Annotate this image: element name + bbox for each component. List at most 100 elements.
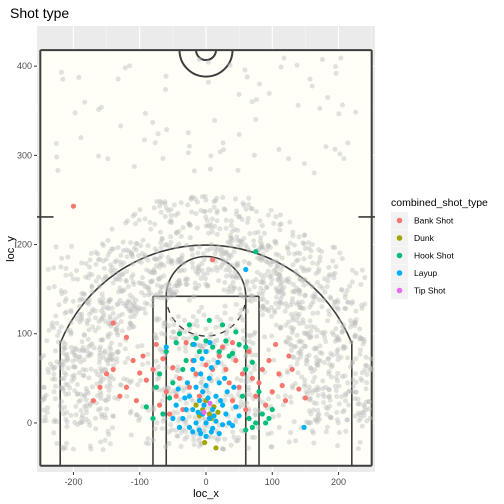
background-point [235,263,241,269]
background-point [297,349,303,355]
background-point [110,413,116,419]
background-point [302,276,308,282]
background-point [268,262,274,268]
background-point [118,382,124,388]
background-point [156,277,162,283]
background-point [213,264,219,270]
background-point [275,277,281,283]
background-point [211,204,217,210]
background-point [231,285,237,291]
background-point [226,252,232,258]
background-point [186,222,192,228]
background-point [328,415,334,421]
background-point [64,419,70,425]
background-point [305,330,311,336]
background-point [188,196,194,202]
background-point [185,150,191,156]
background-point [152,256,158,262]
background-point [253,277,259,283]
point-hook-shot [176,331,183,337]
background-point [286,279,292,285]
background-point [102,318,108,324]
background-point [57,403,63,409]
background-point [344,417,350,423]
background-point [127,308,133,314]
background-point [256,255,262,261]
point-hook-shot [223,338,229,344]
background-point [359,423,365,429]
background-point [96,274,102,280]
background-point [320,285,326,291]
background-point [272,238,278,244]
background-point [105,156,111,162]
background-point [97,283,103,289]
background-point [183,277,189,283]
background-point [190,194,196,200]
background-point [294,62,300,68]
background-point [246,287,252,293]
background-point [114,330,120,336]
background-point [77,420,83,426]
point-layup [193,384,199,390]
background-point [341,328,347,334]
background-point [161,416,167,422]
background-point [342,291,348,297]
background-point [115,76,121,82]
background-point [352,413,358,419]
background-point [80,297,86,303]
background-point [274,271,280,277]
background-point [359,370,365,376]
background-point [136,253,142,259]
background-point [168,293,174,299]
background-point [177,281,183,287]
background-point [250,293,256,299]
background-point [110,310,116,316]
background-point [87,443,93,449]
background-point [308,365,314,371]
background-point [307,76,313,82]
background-point [101,313,107,319]
background-point [42,414,48,420]
background-point [108,262,114,268]
background-point [302,293,308,299]
background-point [312,324,318,330]
background-point [360,341,366,347]
background-point [187,414,193,420]
background-point [251,284,257,290]
background-point [56,329,62,335]
background-point [101,305,107,311]
background-point [84,321,90,327]
background-point [77,311,83,317]
background-point [81,373,87,379]
background-point [316,269,322,275]
background-point [63,445,69,451]
point-layup [224,389,230,395]
point-layup [208,429,214,435]
point-hook-shot [263,420,269,426]
background-point [222,436,228,442]
background-point [172,283,178,289]
background-point [157,255,163,261]
background-point [228,223,234,229]
point-layup [221,375,228,381]
background-point [256,408,262,414]
background-point [326,369,332,375]
background-point [184,242,190,248]
background-point [235,243,241,249]
background-point [208,153,214,159]
point-layup [170,415,176,422]
background-point [196,268,202,274]
background-point [132,306,138,312]
background-point [114,258,120,264]
point-layup [183,406,189,413]
background-point [284,277,290,283]
background-point [79,415,85,421]
background-point [145,243,151,249]
background-point [284,370,290,376]
background-point [89,289,95,295]
background-point [190,433,196,439]
background-point [154,376,160,382]
background-point [111,413,117,419]
background-point [151,407,157,413]
background-point [177,256,183,262]
